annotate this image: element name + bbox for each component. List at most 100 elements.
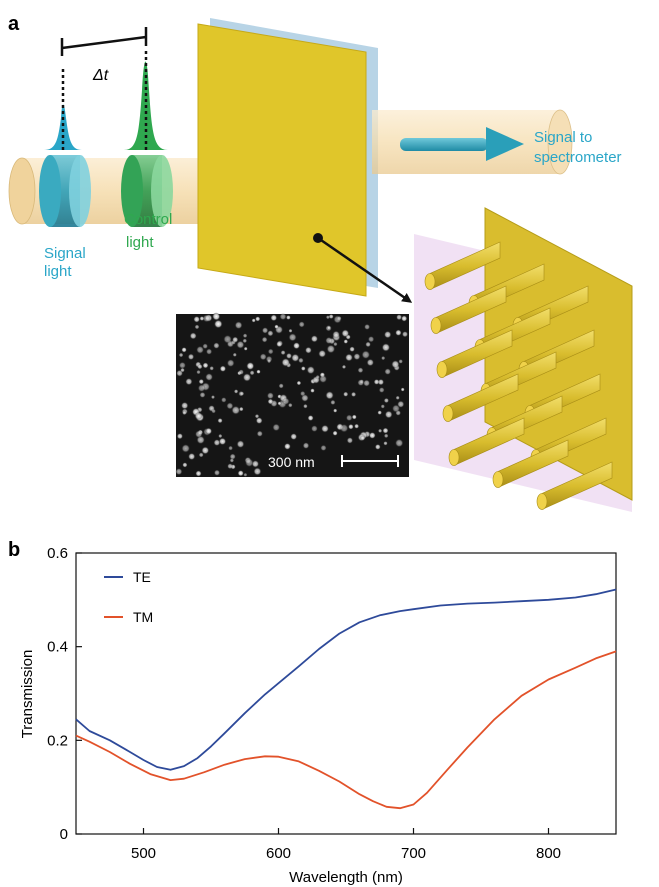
sem-particle [368,432,376,439]
sem-particle [286,352,292,359]
sem-particle [395,329,402,336]
sem-particle [332,430,338,436]
sem-particle [300,366,306,371]
sem-particle [364,323,371,330]
delay-bracket: Δt [60,27,148,84]
svg-text:light: light [126,234,154,251]
sem-particle [345,414,353,422]
sem-particle [319,375,328,383]
svg-text:Signal to: Signal to [534,129,592,146]
sem-particle [325,391,334,400]
metamaterial-slab [197,18,413,303]
sem-particle [274,324,279,329]
sem-particle [232,336,239,343]
legend-label-tm: TM [133,609,153,625]
sem-particle [249,370,255,376]
sem-particle [256,430,263,437]
sem-particle [367,336,375,343]
sem-particle [181,444,190,453]
sem-particle [326,344,336,354]
scale-bar-label: 300 nm [268,454,315,470]
nanorod [430,285,507,334]
nanorod [424,241,501,290]
x-tick-label: 600 [266,845,291,862]
sem-particle [305,346,312,354]
sem-particle [354,423,360,429]
sem-particle [296,380,302,386]
sem-particle [333,408,338,413]
sem-particle [318,349,327,358]
svg-text:spectrometer: spectrometer [534,149,622,166]
sem-particle [181,401,189,410]
sem-particle [383,397,389,404]
sem-particle [194,411,203,420]
sem-particle [251,318,256,323]
control-pulse-cylinder [121,155,173,227]
sem-particle [377,378,385,386]
sem-particle [341,364,347,369]
sem-particle [226,359,235,367]
sem-particle [328,314,334,319]
sem-particle [267,398,274,405]
sem-particle [182,462,188,468]
sem-particle [217,418,223,424]
sem-particle [178,361,186,369]
sem-particle [267,330,274,337]
sem-particle [307,415,314,421]
sem-particle [221,397,227,403]
sem-particle [306,366,315,375]
sem-particle [211,408,216,414]
sem-particle [288,333,297,342]
output-beam [372,109,573,175]
sem-particle [400,387,405,392]
sem-particle [333,315,342,324]
sem-particle [211,395,215,400]
sem-particle [233,389,239,394]
sem-particle [243,472,248,477]
sem-particle [293,342,300,350]
sem-particle [332,330,340,339]
sem-particle [281,358,291,367]
sem-particle [363,379,371,387]
sem-particle [219,365,227,372]
sem-particle [198,378,204,385]
nanorod-array [414,207,633,512]
sem-particle [206,348,213,355]
y-tick-label: 0.2 [47,732,68,749]
sem-particle [277,401,282,406]
sem-particle [349,346,355,353]
sem-particle [202,314,211,323]
sem-particle [333,341,338,347]
sem-particle [320,444,327,451]
sem-particle [326,325,331,330]
y-axis-label: Transmission [19,650,36,739]
sem-particle [391,360,400,369]
sem-particle [180,367,185,373]
sem-particle [195,430,203,438]
sem-particle [261,336,268,343]
sem-particle [236,440,245,448]
nanorod [536,461,613,510]
sem-particle [242,338,248,344]
sem-particle [291,353,300,362]
nanorod [492,439,569,488]
sem-particle [278,383,284,389]
sem-particle [377,410,383,415]
sem-particle [242,373,252,382]
sem-particle [341,329,350,338]
sem-particle [346,437,354,444]
series-line-tm [75,650,617,810]
sem-particle [266,392,274,400]
sem-particle [276,341,283,348]
sem-particle [348,423,354,430]
sem-particle [378,387,385,393]
sem-particle [401,331,409,338]
sem-particle [231,405,241,415]
sem-particle [175,468,183,476]
sem-particle [380,404,385,409]
sem-particle [213,469,221,476]
sem-image: 300 nm [175,312,409,477]
svg-text:Signal: Signal [44,245,86,262]
sem-particle [255,417,263,424]
sem-particle [353,353,361,361]
